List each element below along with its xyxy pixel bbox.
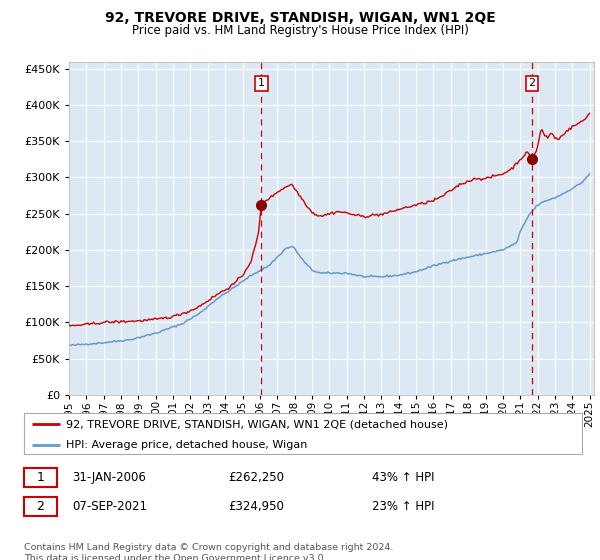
Text: 23% ↑ HPI: 23% ↑ HPI — [372, 500, 434, 513]
Text: 92, TREVORE DRIVE, STANDISH, WIGAN, WN1 2QE (detached house): 92, TREVORE DRIVE, STANDISH, WIGAN, WN1 … — [66, 419, 448, 429]
Text: £324,950: £324,950 — [228, 500, 284, 513]
Text: 43% ↑ HPI: 43% ↑ HPI — [372, 470, 434, 484]
Text: 1: 1 — [258, 78, 265, 88]
Text: 92, TREVORE DRIVE, STANDISH, WIGAN, WN1 2QE: 92, TREVORE DRIVE, STANDISH, WIGAN, WN1 … — [104, 11, 496, 25]
Text: Contains HM Land Registry data © Crown copyright and database right 2024.
This d: Contains HM Land Registry data © Crown c… — [24, 543, 394, 560]
Text: 31-JAN-2006: 31-JAN-2006 — [72, 470, 146, 484]
Text: Price paid vs. HM Land Registry's House Price Index (HPI): Price paid vs. HM Land Registry's House … — [131, 24, 469, 36]
Text: 2: 2 — [37, 500, 44, 513]
Text: 1: 1 — [37, 470, 44, 484]
Text: HPI: Average price, detached house, Wigan: HPI: Average price, detached house, Wiga… — [66, 440, 307, 450]
Text: £262,250: £262,250 — [228, 470, 284, 484]
Text: 07-SEP-2021: 07-SEP-2021 — [72, 500, 147, 513]
Text: 2: 2 — [529, 78, 535, 88]
